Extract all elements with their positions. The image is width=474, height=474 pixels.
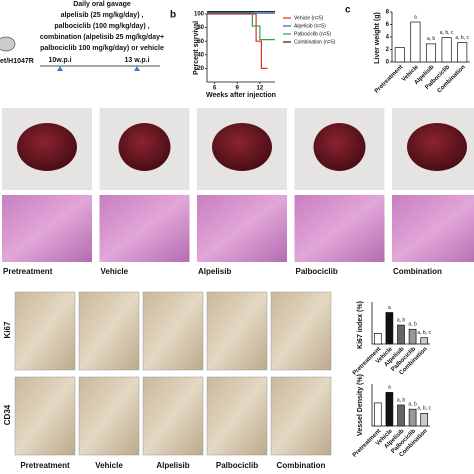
y-axis-label: Ki67 index (%) (357, 301, 364, 349)
survival-line (207, 13, 268, 69)
significance-label: a, b (408, 322, 417, 328)
y-tick-label: 60 (197, 39, 204, 45)
bar (441, 37, 452, 63)
bar (397, 324, 405, 345)
ihc-photo (206, 291, 268, 371)
column-label: Combination (393, 267, 442, 276)
y-tick-label: 40 (197, 52, 204, 58)
schematic-text: alpelisib (25 mg/kg/day) , (61, 12, 144, 19)
histology-photo (99, 195, 190, 262)
liver-photo (17, 123, 77, 171)
panel-label: c (345, 5, 351, 16)
ihc-photo (206, 376, 268, 456)
y-tick-label: 20 (197, 66, 204, 72)
significance-label: a, b (408, 402, 417, 408)
ihc-photo (14, 291, 76, 371)
timepoint: 13 w.p.i (124, 57, 149, 64)
bar (397, 404, 405, 427)
schematic-text: palbociclib (100 mg/kg/day) , (54, 23, 149, 30)
bar (373, 333, 382, 345)
ihc-photo (270, 376, 332, 456)
x-tick-label: 9 (236, 86, 240, 92)
significance-label: a, b, c (440, 30, 454, 36)
mouse-label: et/H1047R (0, 58, 34, 65)
column-label: Palbociclib (216, 461, 258, 470)
column-label: Alpelisib (198, 267, 231, 276)
significance-label: a (388, 385, 391, 391)
bar (394, 47, 405, 63)
schematic-text: palbociclib 100 mg/kg/day) or vehicle (40, 45, 164, 52)
column-label: Vehicle (101, 267, 129, 276)
y-tick-label: 2 (386, 47, 390, 53)
significance-label: a (388, 305, 391, 311)
bar (420, 337, 429, 345)
y-axis-label: Percent survival (193, 21, 200, 75)
schematic-text: Daily oral gavage (73, 1, 131, 8)
column-label: Pretreatment (20, 461, 70, 470)
column-label: Alpelisib (156, 461, 189, 470)
column-label: Pretreatment (3, 267, 53, 276)
histology-photo (294, 195, 385, 262)
y-axis-label: Liver weight (g) (374, 12, 381, 64)
liver-photo (407, 123, 467, 171)
significance-label: a, b (397, 397, 406, 403)
y-tick-label: 0 (386, 60, 390, 66)
bar (425, 43, 437, 63)
histology-photo (197, 195, 287, 262)
x-tick-label: 6 (213, 86, 217, 92)
ihc-photo (14, 376, 76, 456)
schematic-text: combination (alpelisib 25 mg/kg/day+ (40, 34, 164, 41)
significance-label: a, b (427, 36, 436, 42)
column-label: Palbociclib (296, 267, 338, 276)
y-tick-label: 6 (386, 22, 390, 28)
x-tick-label: 12 (257, 86, 264, 92)
row-label: CD34 (3, 404, 12, 425)
legend-label: Palbociclib (n=5) (294, 31, 331, 37)
panel-label: b (170, 10, 176, 21)
bar (420, 413, 429, 427)
significance-label: a (414, 14, 417, 20)
bar (408, 408, 417, 427)
mouse-icon (0, 36, 16, 52)
bar (410, 21, 421, 63)
legend-label: Vehicle (n=5) (294, 15, 324, 21)
bar (457, 42, 468, 63)
bar (385, 392, 394, 427)
y-tick-label: 8 (386, 10, 390, 16)
ihc-photo (142, 376, 204, 456)
liver-photo (212, 123, 272, 171)
y-tick-label: 4 (386, 35, 390, 41)
significance-label: a, b, c (455, 35, 469, 41)
bar (385, 312, 394, 345)
legend-label: Combination (n=5) (294, 39, 336, 45)
x-tick-label: Pretreatment (374, 64, 404, 94)
ihc-photo (78, 291, 140, 371)
histology-photo (392, 195, 474, 262)
survival-line (207, 11, 275, 41)
significance-label: a, b, c (417, 330, 431, 336)
significance-label: a, b, c (417, 406, 431, 412)
timepoint-marker (57, 66, 140, 71)
row-label: Ki67 (3, 321, 12, 338)
axis (206, 14, 275, 83)
ihc-photo (270, 291, 332, 371)
legend-label: Alpelisib (n=5) (294, 23, 326, 29)
x-tick-label: Combination (437, 64, 467, 94)
ihc-photo (142, 291, 204, 371)
column-label: Vehicle (95, 461, 123, 470)
x-axis-label: Weeks after injection (206, 92, 276, 99)
bar (373, 402, 382, 427)
timepoint: 10w.p.i (48, 57, 71, 64)
ihc-photo (78, 376, 140, 456)
significance-label: a, b (397, 317, 406, 323)
column-label: Combination (277, 461, 326, 470)
y-tick-label: 80 (197, 25, 204, 31)
y-tick-label: 100 (194, 12, 205, 18)
bar (408, 328, 417, 345)
liver-photo (313, 123, 366, 171)
y-axis-label: Vessel Density (%) (357, 374, 364, 436)
histology-photo (2, 195, 92, 262)
liver-photo (118, 123, 171, 171)
